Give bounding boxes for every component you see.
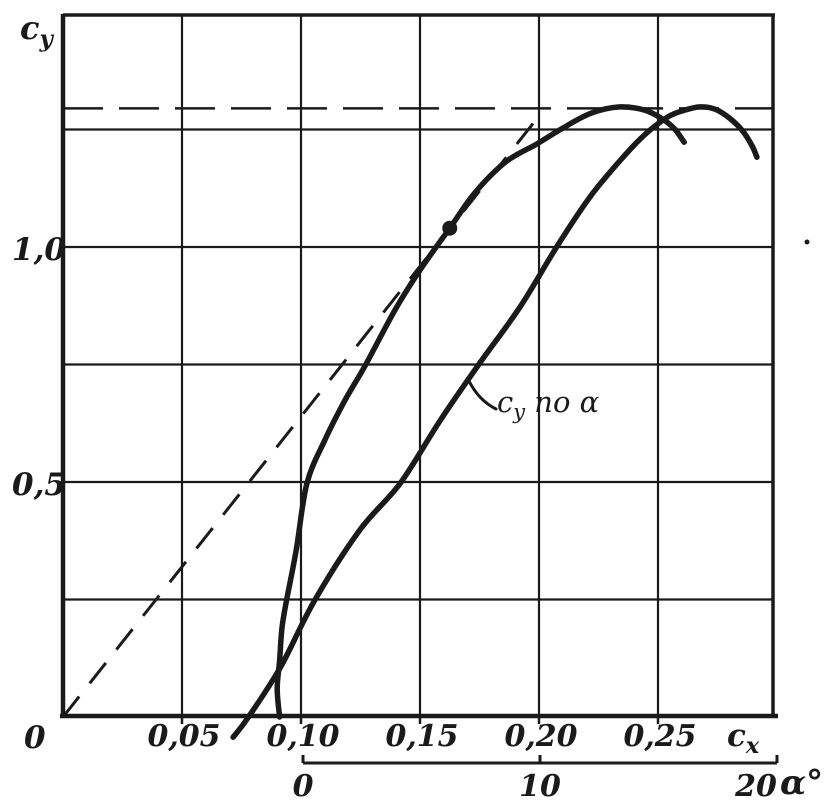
x-tick-label: 0,05 (147, 719, 221, 754)
lift-curve (230, 104, 760, 740)
origin-label: 0 (24, 720, 46, 756)
ink-speck (804, 239, 810, 245)
alpha-tick-label: 0 (292, 769, 314, 804)
tangent-point-dot (442, 220, 458, 236)
polar-curve (274, 104, 687, 720)
x-axis-title: cx (727, 718, 760, 760)
alpha-tick-label: 20 (735, 769, 777, 804)
x-axis-symbol: c (727, 718, 746, 754)
x-tick-label: 0,15 (385, 719, 459, 754)
curve-label-symbol: c (497, 385, 514, 419)
curve-label-rest: по α (525, 385, 600, 419)
x-tick-label: 0,25 (623, 719, 697, 754)
x-axis-subscript: x (745, 733, 760, 760)
curve-label-subscript: y (513, 399, 526, 424)
alpha-axis-title: α° (780, 763, 824, 803)
x-tick-label: 0,10 (266, 719, 340, 754)
lift-curve-label: cy по α (497, 388, 599, 423)
curve-label-leader-line (466, 377, 498, 411)
y-axis-symbol: c (20, 9, 40, 47)
y-axis-title: cy (20, 12, 53, 50)
x-tick-label: 0,20 (504, 719, 578, 754)
y-tick-label: 1,0 (12, 232, 66, 268)
y-tick-label: 0,5 (12, 467, 66, 503)
y-axis-subscript: y (39, 25, 53, 53)
alpha-tick-label: 10 (519, 769, 561, 804)
